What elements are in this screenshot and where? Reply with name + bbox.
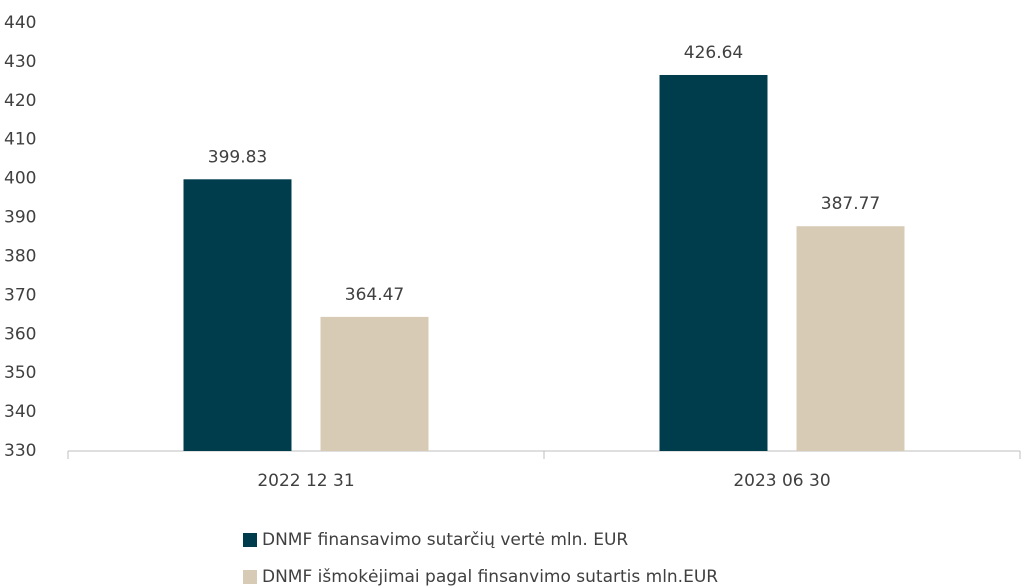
bar xyxy=(796,226,905,451)
y-tick-label: 350 xyxy=(4,363,36,383)
y-tick-label: 390 xyxy=(4,208,36,228)
bar xyxy=(659,74,768,451)
legend-swatch xyxy=(243,533,257,547)
x-tick-label: 2023 06 30 xyxy=(733,471,830,491)
y-tick-label: 360 xyxy=(4,324,36,344)
legend-swatch xyxy=(243,570,257,584)
data-label: 399.83 xyxy=(208,147,267,167)
y-tick-label: 420 xyxy=(4,91,36,111)
y-tick-label: 430 xyxy=(4,52,36,72)
y-tick-label: 440 xyxy=(4,13,36,33)
legend-label: DNMF finansavimo sutarčių vertė mln. EUR xyxy=(262,530,628,550)
y-tick-label: 330 xyxy=(4,441,36,461)
y-tick-label: 370 xyxy=(4,285,36,305)
data-label: 387.77 xyxy=(821,194,880,214)
legend-label: DNMF išmokėjimai pagal finsanvimo sutart… xyxy=(262,567,718,587)
bar xyxy=(183,179,292,451)
x-tick-label: 2022 12 31 xyxy=(257,471,354,491)
data-label: 364.47 xyxy=(345,285,404,305)
y-tick-label: 400 xyxy=(4,169,36,189)
y-tick-label: 410 xyxy=(4,130,36,150)
y-tick-label: 380 xyxy=(4,246,36,266)
y-tick-label: 340 xyxy=(4,402,36,422)
bar xyxy=(320,316,429,451)
data-label: 426.64 xyxy=(684,43,743,63)
